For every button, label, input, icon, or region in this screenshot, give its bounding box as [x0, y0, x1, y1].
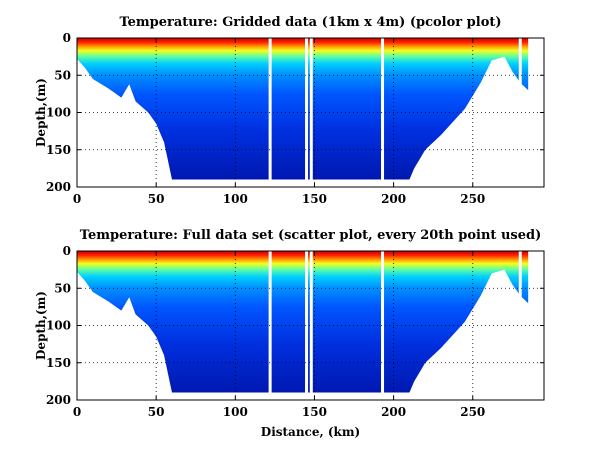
x-tick-label: 100	[223, 405, 248, 419]
data-gap	[305, 38, 309, 184]
x-tick-label: 0	[73, 192, 81, 206]
y-tick-label: 150	[46, 143, 71, 157]
x-tick-label: 150	[302, 405, 327, 419]
gridded-temperature-panel: 0 50 100 150 200 250 0 50 100 150 200 Temperature: …	[34, 15, 545, 206]
data-gap	[305, 251, 309, 397]
x-tick-label: 100	[223, 192, 248, 206]
y-tick-label: 150	[46, 356, 71, 370]
data-gap	[309, 251, 313, 397]
y-tick-label: 0	[63, 31, 71, 45]
x-tick-label: 0	[73, 405, 81, 419]
data-gap	[381, 38, 385, 184]
x-tick-label: 250	[460, 405, 485, 419]
y-tick-label: 100	[46, 319, 71, 333]
y-tick-label: 50	[54, 68, 71, 82]
data-gap	[518, 251, 522, 397]
x-tick-label: 250	[460, 192, 485, 206]
x-tick-label: 50	[148, 405, 165, 419]
y-axis-label: Depth,(m)	[34, 291, 48, 360]
data-gap	[268, 38, 272, 184]
temperature-field	[77, 38, 529, 180]
x-axis-label: Distance, (km)	[261, 425, 360, 439]
y-tick-label: 50	[54, 281, 71, 295]
y-tick-label: 200	[46, 180, 71, 194]
data-gap	[309, 38, 313, 184]
x-tick-label: 150	[302, 192, 327, 206]
x-tick-label: 50	[148, 192, 165, 206]
y-tick-label: 100	[46, 106, 71, 120]
y-tick-label: 200	[46, 393, 71, 407]
x-tick-label: 200	[381, 405, 406, 419]
chart-title: Temperature: Full data set (scatter plot…	[80, 228, 541, 243]
y-axis-label: Depth,(m)	[34, 78, 48, 147]
temperature-field	[77, 251, 529, 393]
data-gap	[268, 251, 272, 397]
x-tick-label: 200	[381, 192, 406, 206]
y-tick-label: 0	[63, 244, 71, 258]
data-gap	[381, 251, 385, 397]
chart-title: Temperature: Gridded data (1km x 4m) (pc…	[119, 15, 501, 30]
data-gap	[518, 38, 522, 184]
scatter-temperature-panel: 0 50 100 150 200 250 0 50 100 150 200 Temperature: …	[34, 228, 545, 439]
